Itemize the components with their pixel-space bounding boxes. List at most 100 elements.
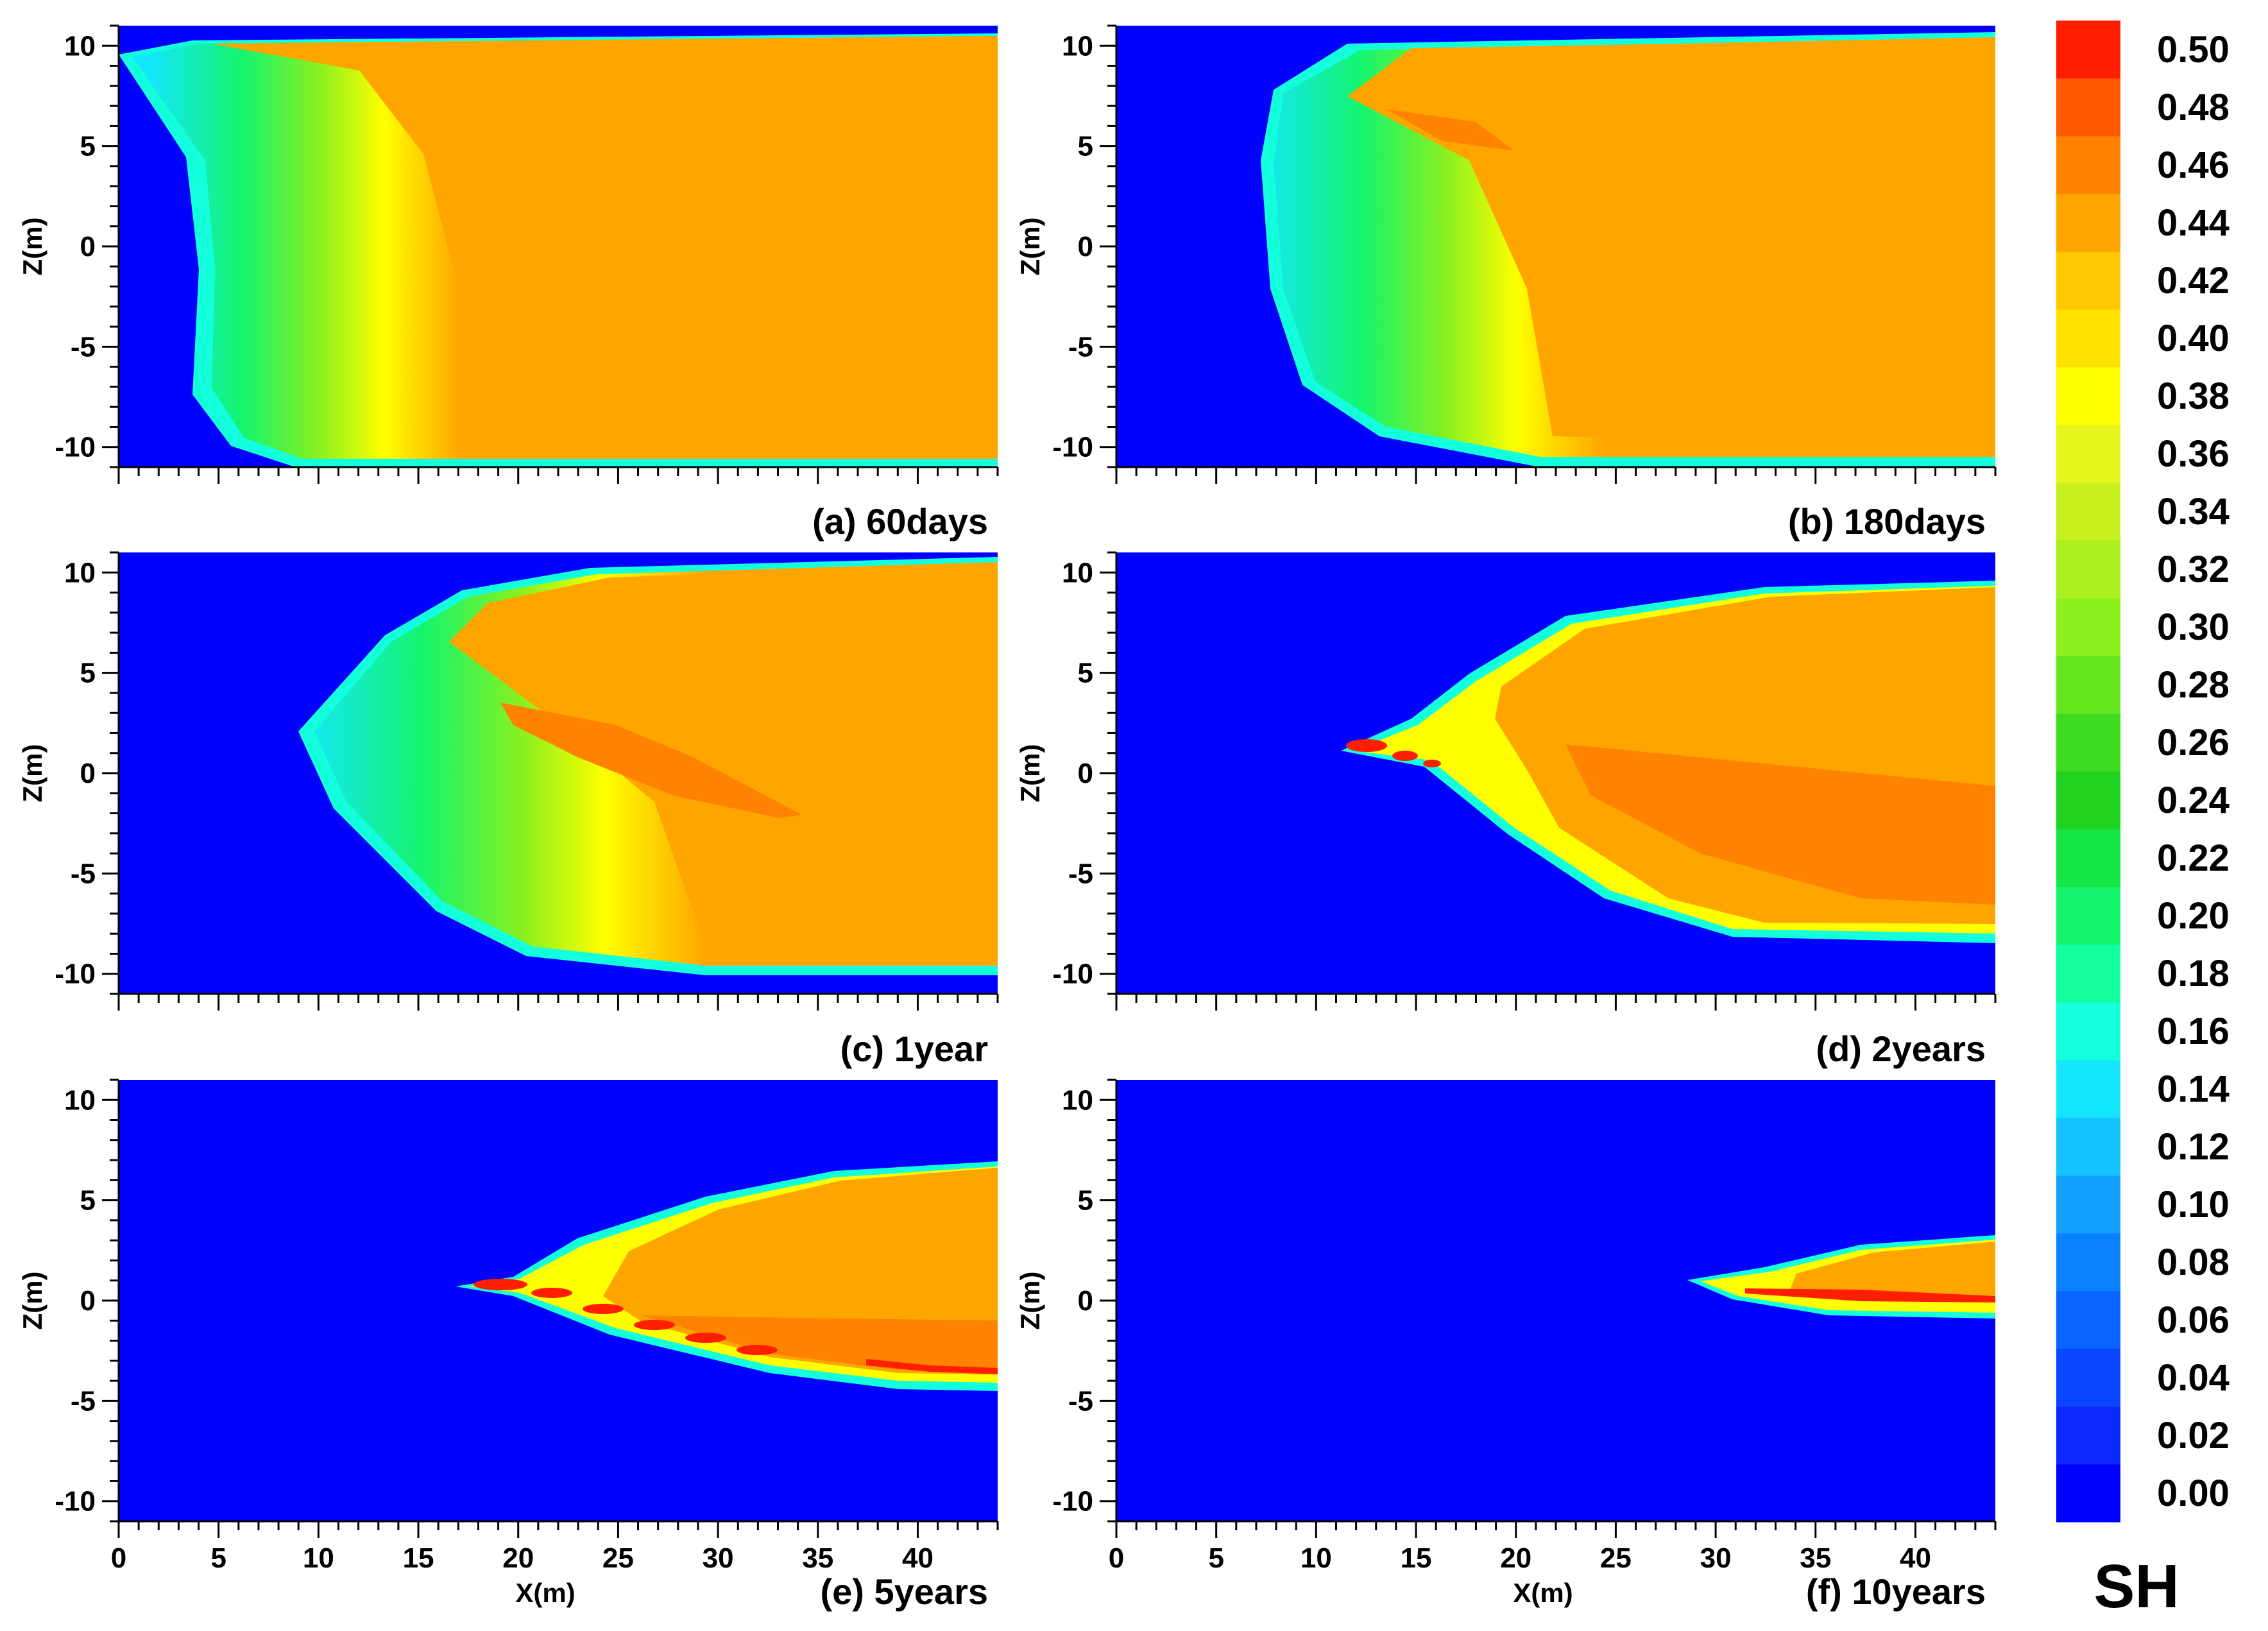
y-axis-title: Z(m) [17,218,47,276]
colorbar-swatch [2056,1175,2120,1234]
panel-f-hot-core [1745,1288,1995,1302]
x-tick-label: 10 [1300,1542,1332,1574]
panel-a-field [119,26,998,467]
x-tick-label: 5 [1208,1542,1224,1574]
colorbar-label: 0.26 [2157,722,2230,764]
y-tick-label: -10 [1052,959,1093,990]
colorbar-swatch [2056,367,2120,425]
y-tick-label: 5 [80,658,96,689]
colorbar-swatch [2056,598,2120,656]
y-tick-label: 10 [1062,30,1093,62]
colorbar-swatch [2056,425,2120,483]
colorbar-swatch [2056,194,2120,252]
colorbar-swatch [2056,540,2120,599]
x-tick-label: 35 [1800,1542,1831,1574]
y-tick-label: 0 [80,231,96,262]
colorbar-label: 0.36 [2157,433,2230,475]
y-tick-label: -5 [1068,331,1093,363]
panel-f-field [1116,1080,1995,1521]
colorbar-swatch [2056,771,2120,830]
x-tick-label: 0 [1109,1542,1124,1574]
panel-e-field [119,1080,998,1521]
colorbar-swatch [2056,1060,2120,1118]
panel-e-hotspot-6 [737,1345,778,1355]
colorbar-label: 0.10 [2157,1184,2230,1225]
x-axis-title: X(m) [1513,1578,1573,1608]
colorbar-label: 0.22 [2157,837,2230,879]
colorbar-swatch [2056,21,2120,79]
y-tick-label: -10 [55,959,96,990]
panel-c-plateau [449,565,998,957]
y-axis-title: Z(m) [17,1272,47,1330]
panel-b-plateau [1347,38,1995,443]
panel-a-plateau [212,36,998,452]
x-tick-label: 0 [111,1542,126,1574]
colorbar-swatch [2056,713,2120,772]
colorbar-label: 0.40 [2157,318,2230,359]
x-tick-label: 15 [1401,1542,1432,1574]
colorbar-label: 0.44 [2157,202,2230,244]
colorbar: 0.00 0.02 0.04 0.06 0.08 0.10 0.12 0.14 0.16 0.18… [2056,21,2230,1621]
y-axis-title: Z(m) [17,744,47,803]
colorbar-label: 0.32 [2157,549,2230,590]
y-tick-label: 10 [1062,557,1093,588]
colorbar-swatch [2056,136,2120,194]
colorbar-label: 0.02 [2157,1415,2230,1456]
y-tick-label: -10 [1052,1486,1093,1517]
y-tick-label: 10 [64,557,96,588]
colorbar-label: 0.46 [2157,144,2230,186]
y-tick-label: 5 [80,131,96,162]
colorbar-label: 0.16 [2157,1011,2230,1052]
colorbar-swatch [2056,656,2120,714]
x-tick-label: 15 [403,1542,434,1574]
y-tick-label: -10 [1052,432,1093,463]
panel-b-high-zone [1386,109,1514,151]
colorbar-swatch [2056,309,2120,368]
y-tick-label: 5 [1078,658,1093,689]
panel-d-hotspot-3 [1423,760,1441,767]
panel-e-hotspot-5 [685,1333,726,1343]
colorbar-label: 0.12 [2157,1126,2230,1168]
panel-d: 10 5 0 -5 -10 Z(m) (d) 2years [1015,551,1997,1069]
y-tick-label: -10 [55,432,96,463]
colorbar-swatch [2056,78,2120,137]
colorbar-label: 0.06 [2157,1299,2230,1341]
y-tick-label: 10 [64,30,96,62]
panel-e-hotspot-3 [583,1304,624,1314]
x-tick-label: 40 [1900,1542,1931,1574]
x-tick-label: 25 [602,1542,634,1574]
colorbar-swatch [2056,1291,2120,1349]
colorbar-label: 0.04 [2157,1357,2230,1399]
panel-f-label: (f) 10years [1806,1571,1986,1612]
y-tick-label: -10 [55,1486,96,1517]
panel-e-high-zone [642,1315,998,1373]
panel-d-high-zone [1565,744,1995,905]
panel-e-hot-rim [866,1359,998,1374]
colorbar-swatch [2056,1118,2120,1176]
y-tick-label: 0 [80,758,96,789]
panel-b-field [1116,26,1995,467]
colorbar-label: 0.28 [2157,664,2230,706]
panel-d-hotspot-1 [1346,739,1387,752]
panel-d-label: (d) 2years [1816,1029,1986,1069]
y-tick-label: 0 [80,1285,96,1317]
y-tick-label: 5 [1078,131,1093,162]
contour-fields [119,26,1995,1521]
y-tick-label: -5 [1068,1385,1093,1417]
panel-c-field [119,552,998,994]
colorbar-label: 0.50 [2157,29,2230,71]
panel-b: 10 5 0 -5 -10 Z(m) (b) 180days [1015,24,1997,542]
x-tick-label: 20 [1500,1542,1531,1574]
colorbar-label: 0.18 [2157,953,2230,995]
colorbar-label: 0.08 [2157,1242,2230,1283]
colorbar-swatch [2056,1233,2120,1292]
panel-f-plateau [1790,1242,1995,1302]
panel-c: 10 5 0 -5 -10 Z(m) (c) 1year [17,551,999,1069]
colorbar-swatch [2056,482,2120,541]
panel-e: 10 5 0 -5 -10 Z(m) 0 5 10 15 20 25 30 35 40 X(m) (e) 5ye… [17,1079,999,1612]
colorbar-label: 0.38 [2157,375,2230,417]
colorbar-swatch [2056,1464,2120,1523]
colorbar-swatch [2056,1406,2120,1465]
panel-e-hotspot-1 [473,1279,527,1290]
